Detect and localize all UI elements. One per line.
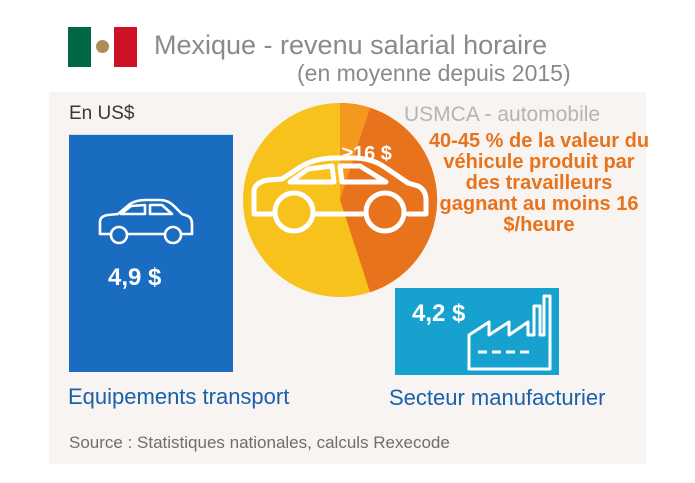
bar-value-label: 4,9 $ xyxy=(108,264,162,291)
usmca-title: USMCA - automobile xyxy=(404,103,601,126)
category-label: Equipements transport xyxy=(68,384,290,409)
usmca-description: 40-45 % de la valeur du véhicule produit… xyxy=(428,130,650,236)
mexico-flag-icon xyxy=(68,27,137,67)
chart-subtitle: (en moyenne depuis 2015) xyxy=(297,60,571,86)
pie-car-icon xyxy=(251,155,429,234)
pie-value-label: ≥16 $ xyxy=(342,143,392,165)
chart-title: Mexique - revenu salarial horaire xyxy=(154,30,548,60)
flag-stripe-red xyxy=(114,27,137,67)
flag-stripe-green xyxy=(68,27,91,67)
factory-icon xyxy=(467,294,552,371)
unit-label: En US$ xyxy=(69,103,135,124)
bar-value-label: 4,2 $ xyxy=(412,300,466,327)
flag-emblem-icon xyxy=(96,40,109,53)
category-label: Secteur manufacturier xyxy=(389,385,606,410)
source-note: Source : Statistiques nationales, calcul… xyxy=(69,433,450,452)
pie-slice-band xyxy=(340,102,370,200)
pie-slice-share xyxy=(340,102,438,293)
car-icon xyxy=(98,198,194,245)
bar-equipements-transport xyxy=(69,134,233,372)
usmca-pie xyxy=(243,102,438,297)
